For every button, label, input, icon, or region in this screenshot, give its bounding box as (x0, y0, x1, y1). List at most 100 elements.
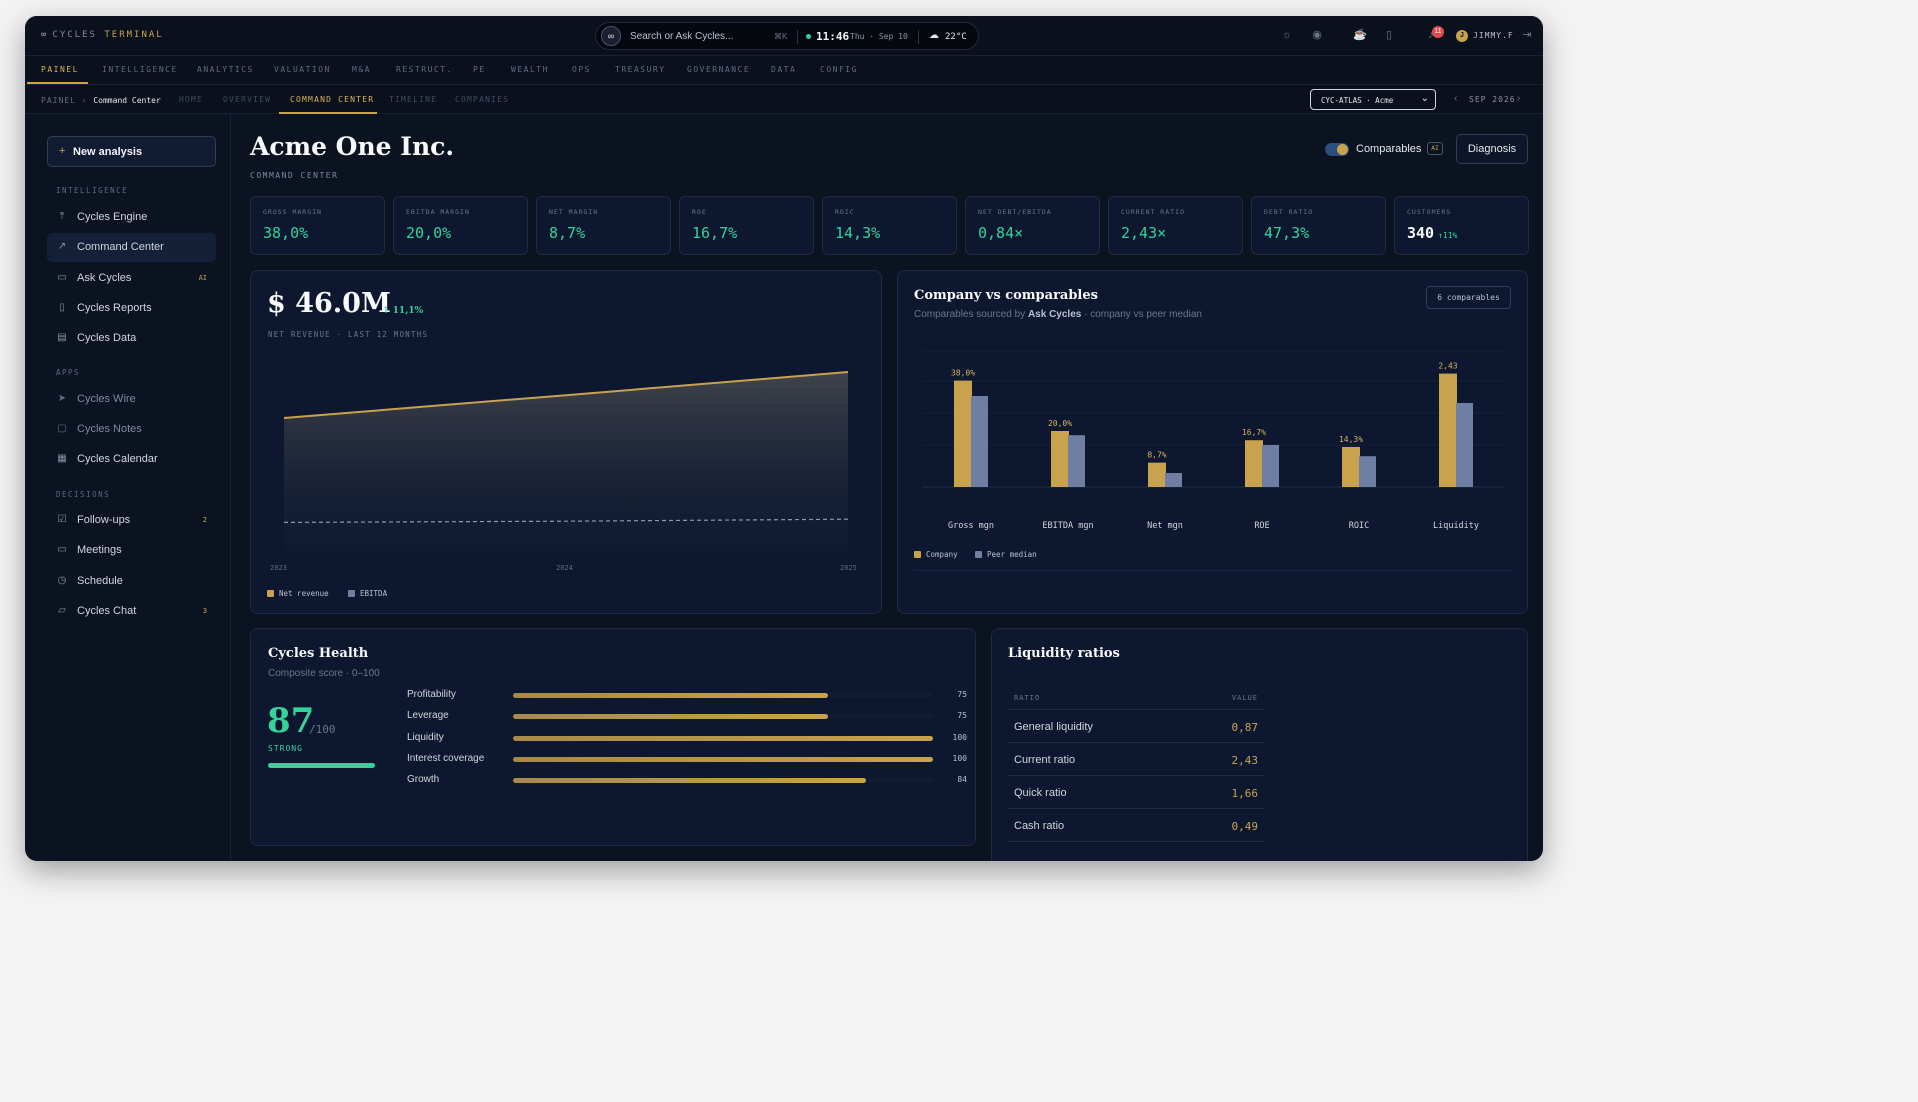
sidebar-item-follow-ups[interactable]: ☑ Follow-ups 2 (47, 506, 216, 535)
ebitda-line (283, 518, 849, 523)
breadcrumb-root[interactable]: PAINEL (41, 96, 76, 105)
bell-icon[interactable]: ♪ (1428, 29, 1434, 41)
sun-icon[interactable]: ☼ (1281, 29, 1293, 41)
company-bar (1245, 440, 1263, 487)
sidebar: + New analysis INTELLIGENCE ⤒ Cycles Engi… (25, 114, 231, 861)
legend-label: Peer median (987, 550, 1037, 559)
new-analysis-button[interactable]: + New analysis (47, 136, 216, 167)
table-row[interactable]: Current ratio 2,43 (1008, 743, 1264, 776)
tab-restruct[interactable]: RESTRUCT. (396, 65, 453, 74)
sub-nav: PAINEL › Command Center HOME OVERVIEW CO… (25, 85, 1543, 114)
tab-wealth[interactable]: WEALTH (511, 65, 549, 74)
comparables-toggle[interactable] (1325, 143, 1349, 156)
ratio-value: 2,43 (1231, 754, 1259, 767)
kpi-card[interactable]: NET MARGIN 8,7% (536, 196, 671, 255)
kpi-value: 0,84× (978, 224, 1023, 242)
sidebar-item-label: Command Center (77, 241, 164, 253)
tab-data[interactable]: DATA (771, 65, 797, 74)
tab-painel[interactable]: PAINEL (41, 65, 79, 74)
sidebar-item-cycles-calendar[interactable]: ▦ Cycles Calendar (47, 445, 216, 474)
health-bar-fill (513, 778, 866, 784)
sidebar-item-label: Ask Cycles (77, 272, 132, 284)
tab-intelligence[interactable]: INTELLIGENCE (102, 65, 178, 74)
kpi-card[interactable]: CUSTOMERS 340 ↑11% (1394, 196, 1529, 255)
kpi-card[interactable]: EBITDA MARGIN 20,0% (393, 196, 528, 255)
company-select[interactable]: CYC-ATLAS · Acme ⌄ (1310, 89, 1436, 110)
eye-icon[interactable]: ◉ (1312, 29, 1322, 41)
brand[interactable]: ∞ CYCLES TERMINAL (41, 30, 164, 40)
subtab-home[interactable]: HOME (179, 95, 204, 104)
sidebar-item-cycles-engine[interactable]: ⤒ Cycles Engine (47, 203, 216, 232)
subtab-timeline[interactable]: TIMELINE (389, 95, 438, 104)
clock-date: Thu · Sep 10 (850, 32, 908, 41)
table-row[interactable]: General liquidity 0,87 (1008, 710, 1264, 743)
table-row[interactable]: Cash ratio 0,49 (1008, 809, 1264, 842)
bar-value-label: 20,0% (1048, 419, 1072, 428)
logout-icon[interactable]: ⇥ (1522, 29, 1532, 41)
top-bar: ∞ CYCLES TERMINAL ∞ Search or Ask Cycles.… (25, 16, 1543, 56)
infinity-logo-icon: ∞ (41, 30, 47, 40)
period-label: SEP 2026 (1469, 95, 1516, 104)
legend-label: EBITDA (360, 589, 388, 598)
comparables-title: Company vs comparables (914, 288, 1098, 303)
company-bar (1342, 446, 1360, 487)
kpi-card[interactable]: DEBT RATIO 47,3% (1251, 196, 1386, 255)
health-bar-fill (513, 735, 933, 741)
chevron-right-icon[interactable]: › (1517, 93, 1521, 104)
peer-bar (1262, 445, 1279, 487)
subtab-command-center[interactable]: COMMAND CENTER (290, 95, 375, 104)
subtab-overview[interactable]: OVERVIEW (223, 95, 272, 104)
chat-icon: ▱ (58, 605, 66, 616)
ratio-name: General liquidity (1014, 721, 1093, 733)
sidebar-item-cycles-wire[interactable]: ➤ Cycles Wire (47, 385, 216, 414)
document-icon[interactable]: ▯ (1385, 29, 1393, 41)
tab-config[interactable]: CONFIG (820, 65, 858, 74)
revenue-chart: 2023 2024 2025 (270, 371, 857, 572)
sidebar-item-label: Cycles Wire (77, 393, 136, 405)
kpi-value: 47,3% (1264, 224, 1309, 242)
diagnosis-button[interactable]: Diagnosis (1456, 134, 1528, 164)
sidebar-item-ask-cycles[interactable]: ▭ Ask Cycles AI (47, 264, 216, 293)
kpi-card[interactable]: ROE 16,7% (679, 196, 814, 255)
cup-icon[interactable]: ☕ (1353, 29, 1367, 41)
kpi-card[interactable]: NET DEBT/EBITDA 0,84× (965, 196, 1100, 255)
sidebar-item-label: Follow-ups (77, 514, 131, 526)
tab-valuation[interactable]: VALUATION (274, 65, 331, 74)
chevron-left-icon[interactable]: ‹ (1454, 93, 1458, 104)
sidebar-item-cycles-data[interactable]: ▤ Cycles Data (47, 324, 216, 353)
health-row-label: Interest coverage (407, 752, 485, 764)
tab-pe[interactable]: PE (473, 65, 486, 74)
kpi-value: 20,0% (406, 224, 451, 242)
kpi-card[interactable]: CURRENT RATIO 2,43× (1108, 196, 1243, 255)
tab-ma[interactable]: M&A (352, 65, 371, 74)
kpi-card[interactable]: ROIC 14,3% (822, 196, 957, 255)
health-row: Interest coverage 100 (407, 752, 967, 766)
database-icon: ▤ (57, 332, 67, 343)
comparables-count-badge[interactable]: 6 comparables (1426, 286, 1511, 309)
legend-net-revenue: Net revenue (267, 589, 329, 598)
sidebar-item-cycles-reports[interactable]: ▯ Cycles Reports (47, 294, 216, 323)
sidebar-item-schedule[interactable]: ◷ Schedule (47, 567, 216, 596)
search-bar[interactable]: ∞ Search or Ask Cycles... ⌘K 11:46 Thu ·… (595, 22, 979, 50)
liquidity-card: Liquidity ratios RATIO VALUE General liq… (991, 628, 1528, 861)
sidebar-item-cycles-chat[interactable]: ▱ Cycles Chat 3 (47, 597, 216, 626)
message-square-icon: ▭ (57, 272, 67, 283)
user-name[interactable]: JIMMY.F (1473, 31, 1514, 40)
legend-peer-median: Peer median (975, 550, 1037, 559)
subtab-companies[interactable]: COMPANIES (455, 95, 510, 104)
active-tab-indicator (27, 82, 88, 84)
health-row-value: 100 (952, 753, 967, 763)
sidebar-item-cycles-notes[interactable]: ▢ Cycles Notes (47, 415, 216, 444)
status-dot (806, 34, 811, 39)
search-placeholder[interactable]: Search or Ask Cycles... (630, 31, 734, 42)
tab-ops[interactable]: OPS (572, 65, 591, 74)
breadcrumb: PAINEL › Command Center (41, 96, 161, 105)
sidebar-item-command-center[interactable]: ↗ Command Center (47, 233, 216, 262)
tab-treasury[interactable]: TREASURY (615, 65, 666, 74)
avatar[interactable]: J (1456, 30, 1468, 42)
tab-governance[interactable]: GOVERNANCE (687, 65, 751, 74)
tab-analytics[interactable]: ANALYTICS (197, 65, 254, 74)
table-row[interactable]: Quick ratio 1,66 (1008, 776, 1264, 809)
kpi-card[interactable]: GROSS MARGIN 38,0% (250, 196, 385, 255)
sidebar-item-meetings[interactable]: ▭ Meetings (47, 536, 216, 565)
